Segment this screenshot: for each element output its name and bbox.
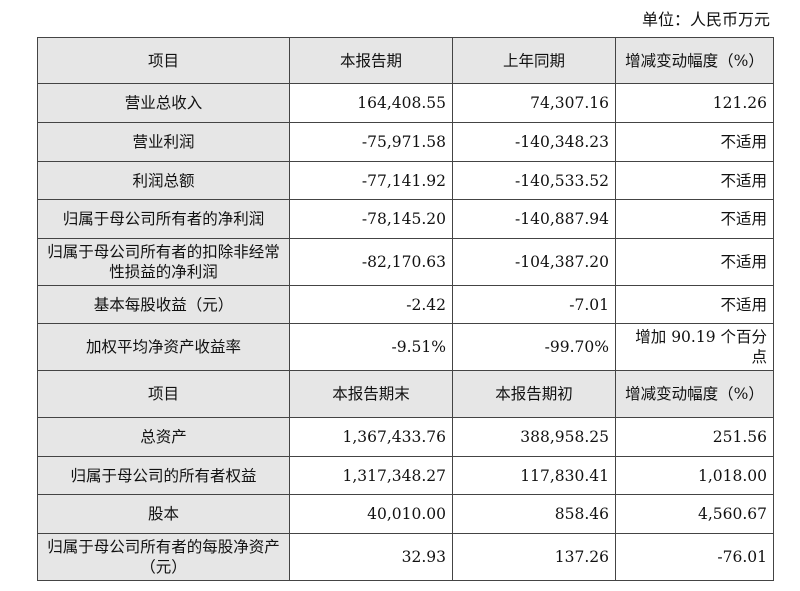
cell-current: 1,317,348.27 xyxy=(289,456,453,495)
cell-change: 1,018.00 xyxy=(615,456,774,495)
cell-item: 股本 xyxy=(37,494,290,534)
table-row: 利润总额 -77,141.92 -140,533.52 不适用 xyxy=(37,161,774,200)
column-header: 本报告期初 xyxy=(452,370,616,418)
table-row: 营业利润 -75,971.58 -140,348.23 不适用 xyxy=(37,122,774,162)
cell-current: 40,010.00 xyxy=(289,494,453,534)
cell-change: 不适用 xyxy=(615,122,774,162)
table-row: 加权平均净资产收益率 -9.51% -99.70% 增加 90.19 个百分点 xyxy=(37,323,774,371)
table-row: 基本每股收益（元） -2.42 -7.01 不适用 xyxy=(37,285,774,324)
cell-prior: 74,307.16 xyxy=(452,83,616,123)
table-header-row: 项目 本报告期末 本报告期初 增减变动幅度（%） xyxy=(37,370,774,418)
cell-item: 加权平均净资产收益率 xyxy=(37,323,290,371)
table-row: 股本 40,010.00 858.46 4,560.67 xyxy=(37,494,774,534)
cell-item: 归属于母公司所有者的扣除非经常性损益的净利润 xyxy=(37,238,290,286)
cell-change: 不适用 xyxy=(615,161,774,200)
table-row: 归属于母公司所有者的扣除非经常性损益的净利润 -82,170.63 -104,387… xyxy=(37,238,774,286)
cell-prior: -140,348.23 xyxy=(452,122,616,162)
cell-item: 归属于母公司所有者的净利润 xyxy=(37,199,290,239)
cell-prior: -7.01 xyxy=(452,285,616,324)
cell-prior: -99.70% xyxy=(452,323,616,371)
cell-current: -75,971.58 xyxy=(289,122,453,162)
cell-current: 32.93 xyxy=(289,533,453,581)
cell-change: 251.56 xyxy=(615,417,774,457)
cell-change: 不适用 xyxy=(615,238,774,286)
cell-item: 归属于母公司所有者的每股净资产（元） xyxy=(37,533,290,581)
cell-current: -78,145.20 xyxy=(289,199,453,239)
column-header: 项目 xyxy=(37,37,290,84)
cell-change: 增加 90.19 个百分点 xyxy=(615,323,774,371)
cell-current: 1,367,433.76 xyxy=(289,417,453,457)
unit-label: 单位：人民币万元 xyxy=(641,10,770,29)
cell-change: 不适用 xyxy=(615,285,774,324)
cell-prior: 117,830.41 xyxy=(452,456,616,495)
cell-item: 利润总额 xyxy=(37,161,290,200)
financial-table: 项目 本报告期 上年同期 增减变动幅度（%） 营业总收入 164,408.55 74,307… xyxy=(37,37,774,581)
table-row: 归属于母公司所有者的净利润 -78,145.20 -140,887.94 不适用 xyxy=(37,199,774,239)
cell-item: 营业总收入 xyxy=(37,83,290,123)
table-row: 归属于母公司所有者的每股净资产（元） 32.93 137.26 -76.01 xyxy=(37,533,774,581)
column-header: 项目 xyxy=(37,370,290,418)
cell-prior: 137.26 xyxy=(452,533,616,581)
column-header: 本报告期末 xyxy=(289,370,453,418)
table-row: 总资产 1,367,433.76 388,958.25 251.56 xyxy=(37,417,774,457)
column-header: 上年同期 xyxy=(452,37,616,84)
cell-change: -76.01 xyxy=(615,533,774,581)
cell-prior: -104,387.20 xyxy=(452,238,616,286)
table-row: 归属于母公司的所有者权益 1,317,348.27 117,830.41 1,018.… xyxy=(37,456,774,495)
cell-current: -77,141.92 xyxy=(289,161,453,200)
cell-current: 164,408.55 xyxy=(289,83,453,123)
table-header-row: 项目 本报告期 上年同期 增减变动幅度（%） xyxy=(37,37,774,84)
cell-item: 营业利润 xyxy=(37,122,290,162)
table-row: 营业总收入 164,408.55 74,307.16 121.26 xyxy=(37,83,774,123)
cell-current: -2.42 xyxy=(289,285,453,324)
cell-change: 121.26 xyxy=(615,83,774,123)
cell-prior: -140,887.94 xyxy=(452,199,616,239)
cell-change: 4,560.67 xyxy=(615,494,774,534)
cell-item: 总资产 xyxy=(37,417,290,457)
cell-prior: 388,958.25 xyxy=(452,417,616,457)
cell-prior: 858.46 xyxy=(452,494,616,534)
cell-item: 归属于母公司的所有者权益 xyxy=(37,456,290,495)
column-header: 增减变动幅度（%） xyxy=(615,370,774,418)
cell-current: -82,170.63 xyxy=(289,238,453,286)
column-header: 本报告期 xyxy=(289,37,453,84)
cell-change: 不适用 xyxy=(615,199,774,239)
column-header: 增减变动幅度（%） xyxy=(615,37,774,84)
cell-item: 基本每股收益（元） xyxy=(37,285,290,324)
cell-current: -9.51% xyxy=(289,323,453,371)
cell-prior: -140,533.52 xyxy=(452,161,616,200)
